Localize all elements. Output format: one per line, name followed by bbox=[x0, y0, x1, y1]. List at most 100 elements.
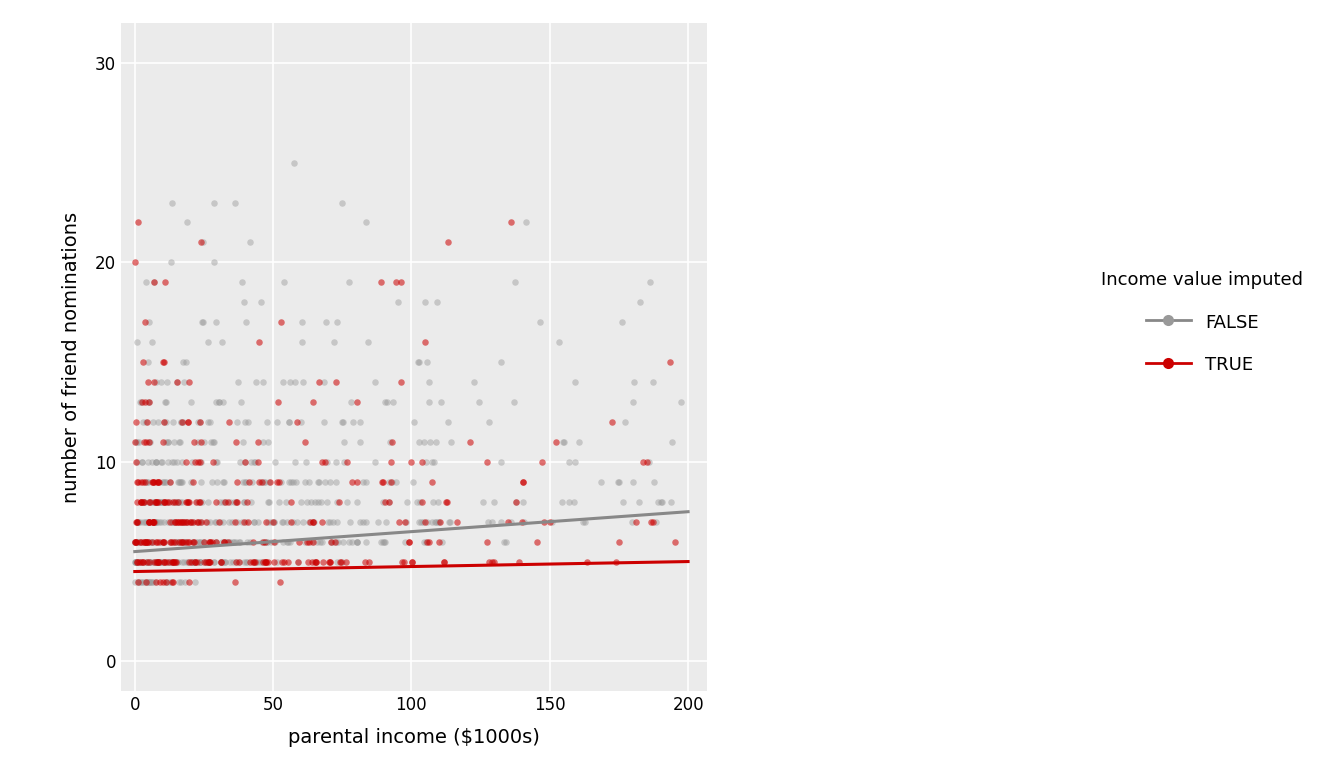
Point bbox=[481, 515, 503, 528]
Point bbox=[171, 535, 192, 548]
Point bbox=[628, 495, 649, 508]
Point bbox=[152, 475, 173, 488]
Point bbox=[418, 396, 439, 408]
Point bbox=[142, 415, 164, 428]
Point bbox=[273, 276, 294, 289]
Point bbox=[224, 495, 246, 508]
Point bbox=[199, 415, 220, 428]
Point bbox=[175, 455, 196, 468]
Point bbox=[167, 555, 188, 568]
Point bbox=[364, 376, 386, 388]
Point bbox=[129, 535, 151, 548]
Point bbox=[224, 555, 246, 568]
Point bbox=[198, 555, 219, 568]
Point bbox=[288, 555, 309, 568]
Point bbox=[176, 217, 198, 229]
Point bbox=[188, 515, 210, 528]
Point bbox=[375, 535, 396, 548]
Point bbox=[206, 316, 227, 329]
Point bbox=[126, 515, 148, 528]
Point bbox=[190, 555, 211, 568]
Point bbox=[534, 515, 555, 528]
Point bbox=[302, 535, 324, 548]
Point bbox=[227, 495, 249, 508]
Point bbox=[211, 336, 233, 349]
Point bbox=[237, 535, 258, 548]
Point bbox=[163, 555, 184, 568]
Point bbox=[300, 515, 321, 528]
Point bbox=[669, 396, 691, 408]
Point bbox=[183, 435, 204, 448]
Point bbox=[133, 495, 155, 508]
Point bbox=[198, 495, 219, 508]
Point bbox=[497, 515, 519, 528]
Point bbox=[259, 475, 281, 488]
Point bbox=[419, 535, 441, 548]
Point bbox=[171, 575, 192, 588]
Point bbox=[500, 515, 521, 528]
Point bbox=[253, 475, 274, 488]
Point bbox=[210, 515, 231, 528]
Point bbox=[155, 276, 176, 289]
Point bbox=[167, 535, 188, 548]
Point bbox=[188, 515, 210, 528]
Point bbox=[128, 575, 149, 588]
Point bbox=[142, 535, 164, 548]
Point bbox=[251, 475, 273, 488]
Point bbox=[136, 535, 157, 548]
Point bbox=[321, 535, 343, 548]
Point bbox=[574, 515, 595, 528]
Point bbox=[242, 475, 263, 488]
Point bbox=[146, 495, 168, 508]
Point bbox=[427, 495, 449, 508]
Point bbox=[190, 515, 211, 528]
Point bbox=[192, 237, 214, 249]
Point bbox=[394, 515, 415, 528]
Point bbox=[374, 495, 395, 508]
Point bbox=[215, 495, 237, 508]
Point bbox=[402, 555, 423, 568]
Point bbox=[125, 535, 146, 548]
Point bbox=[415, 515, 437, 528]
Point bbox=[437, 237, 458, 249]
Point bbox=[152, 475, 173, 488]
Point bbox=[563, 495, 585, 508]
Point bbox=[159, 535, 180, 548]
Point bbox=[305, 555, 327, 568]
Point bbox=[386, 475, 407, 488]
Point bbox=[200, 435, 222, 448]
Point bbox=[137, 555, 159, 568]
Point bbox=[134, 435, 156, 448]
Point bbox=[249, 336, 270, 349]
Point bbox=[636, 455, 657, 468]
Point bbox=[130, 495, 152, 508]
Point bbox=[161, 555, 183, 568]
Point bbox=[300, 495, 321, 508]
Point bbox=[329, 555, 351, 568]
Point bbox=[222, 555, 243, 568]
Point bbox=[638, 455, 660, 468]
Point bbox=[181, 515, 203, 528]
Point bbox=[148, 555, 169, 568]
Point bbox=[333, 455, 355, 468]
Point bbox=[138, 316, 160, 329]
Point bbox=[411, 455, 433, 468]
Point bbox=[493, 535, 515, 548]
Point bbox=[302, 515, 324, 528]
Point bbox=[142, 475, 164, 488]
Point bbox=[126, 555, 148, 568]
Point bbox=[249, 475, 270, 488]
Point bbox=[327, 515, 348, 528]
Point bbox=[632, 455, 653, 468]
Point bbox=[153, 495, 175, 508]
Point bbox=[328, 495, 349, 508]
Point bbox=[181, 555, 203, 568]
Point bbox=[124, 535, 145, 548]
Point bbox=[137, 356, 159, 368]
Point bbox=[137, 475, 159, 488]
Point bbox=[331, 555, 352, 568]
Point bbox=[163, 495, 184, 508]
Point bbox=[241, 455, 262, 468]
Point bbox=[206, 535, 227, 548]
Point bbox=[472, 495, 493, 508]
